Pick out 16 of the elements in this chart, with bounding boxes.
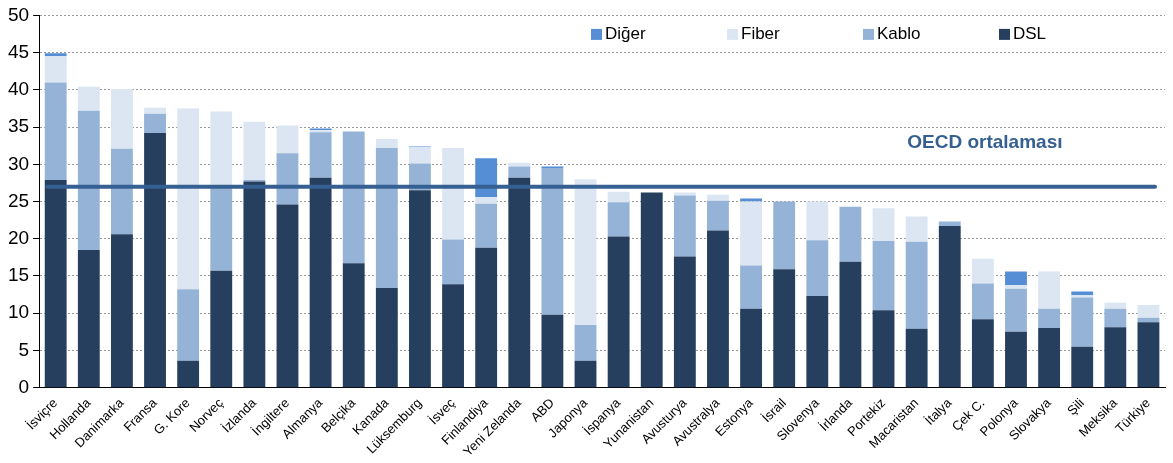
legend-label: Kablo: [877, 24, 921, 44]
y-tick-label: 35: [7, 115, 30, 137]
y-tick-label: 50: [7, 3, 30, 25]
y-tick-label: 25: [7, 189, 30, 211]
legend-label: Fiber: [741, 24, 781, 44]
legend-label: DSL: [1013, 24, 1047, 44]
y-tick-label: 0: [18, 375, 30, 397]
y-tick-label: 15: [7, 264, 30, 286]
y-tick-label: 5: [18, 338, 30, 360]
ref-line-label: OECD ortalaması: [907, 131, 1063, 153]
y-tick-label: 45: [7, 40, 30, 62]
y-tick-label: 10: [7, 301, 30, 323]
y-tick-label: 30: [7, 152, 30, 174]
y-tick-label: 20: [7, 226, 30, 248]
legend-label: Diğer: [605, 24, 646, 44]
y-tick-label: 40: [7, 78, 30, 100]
